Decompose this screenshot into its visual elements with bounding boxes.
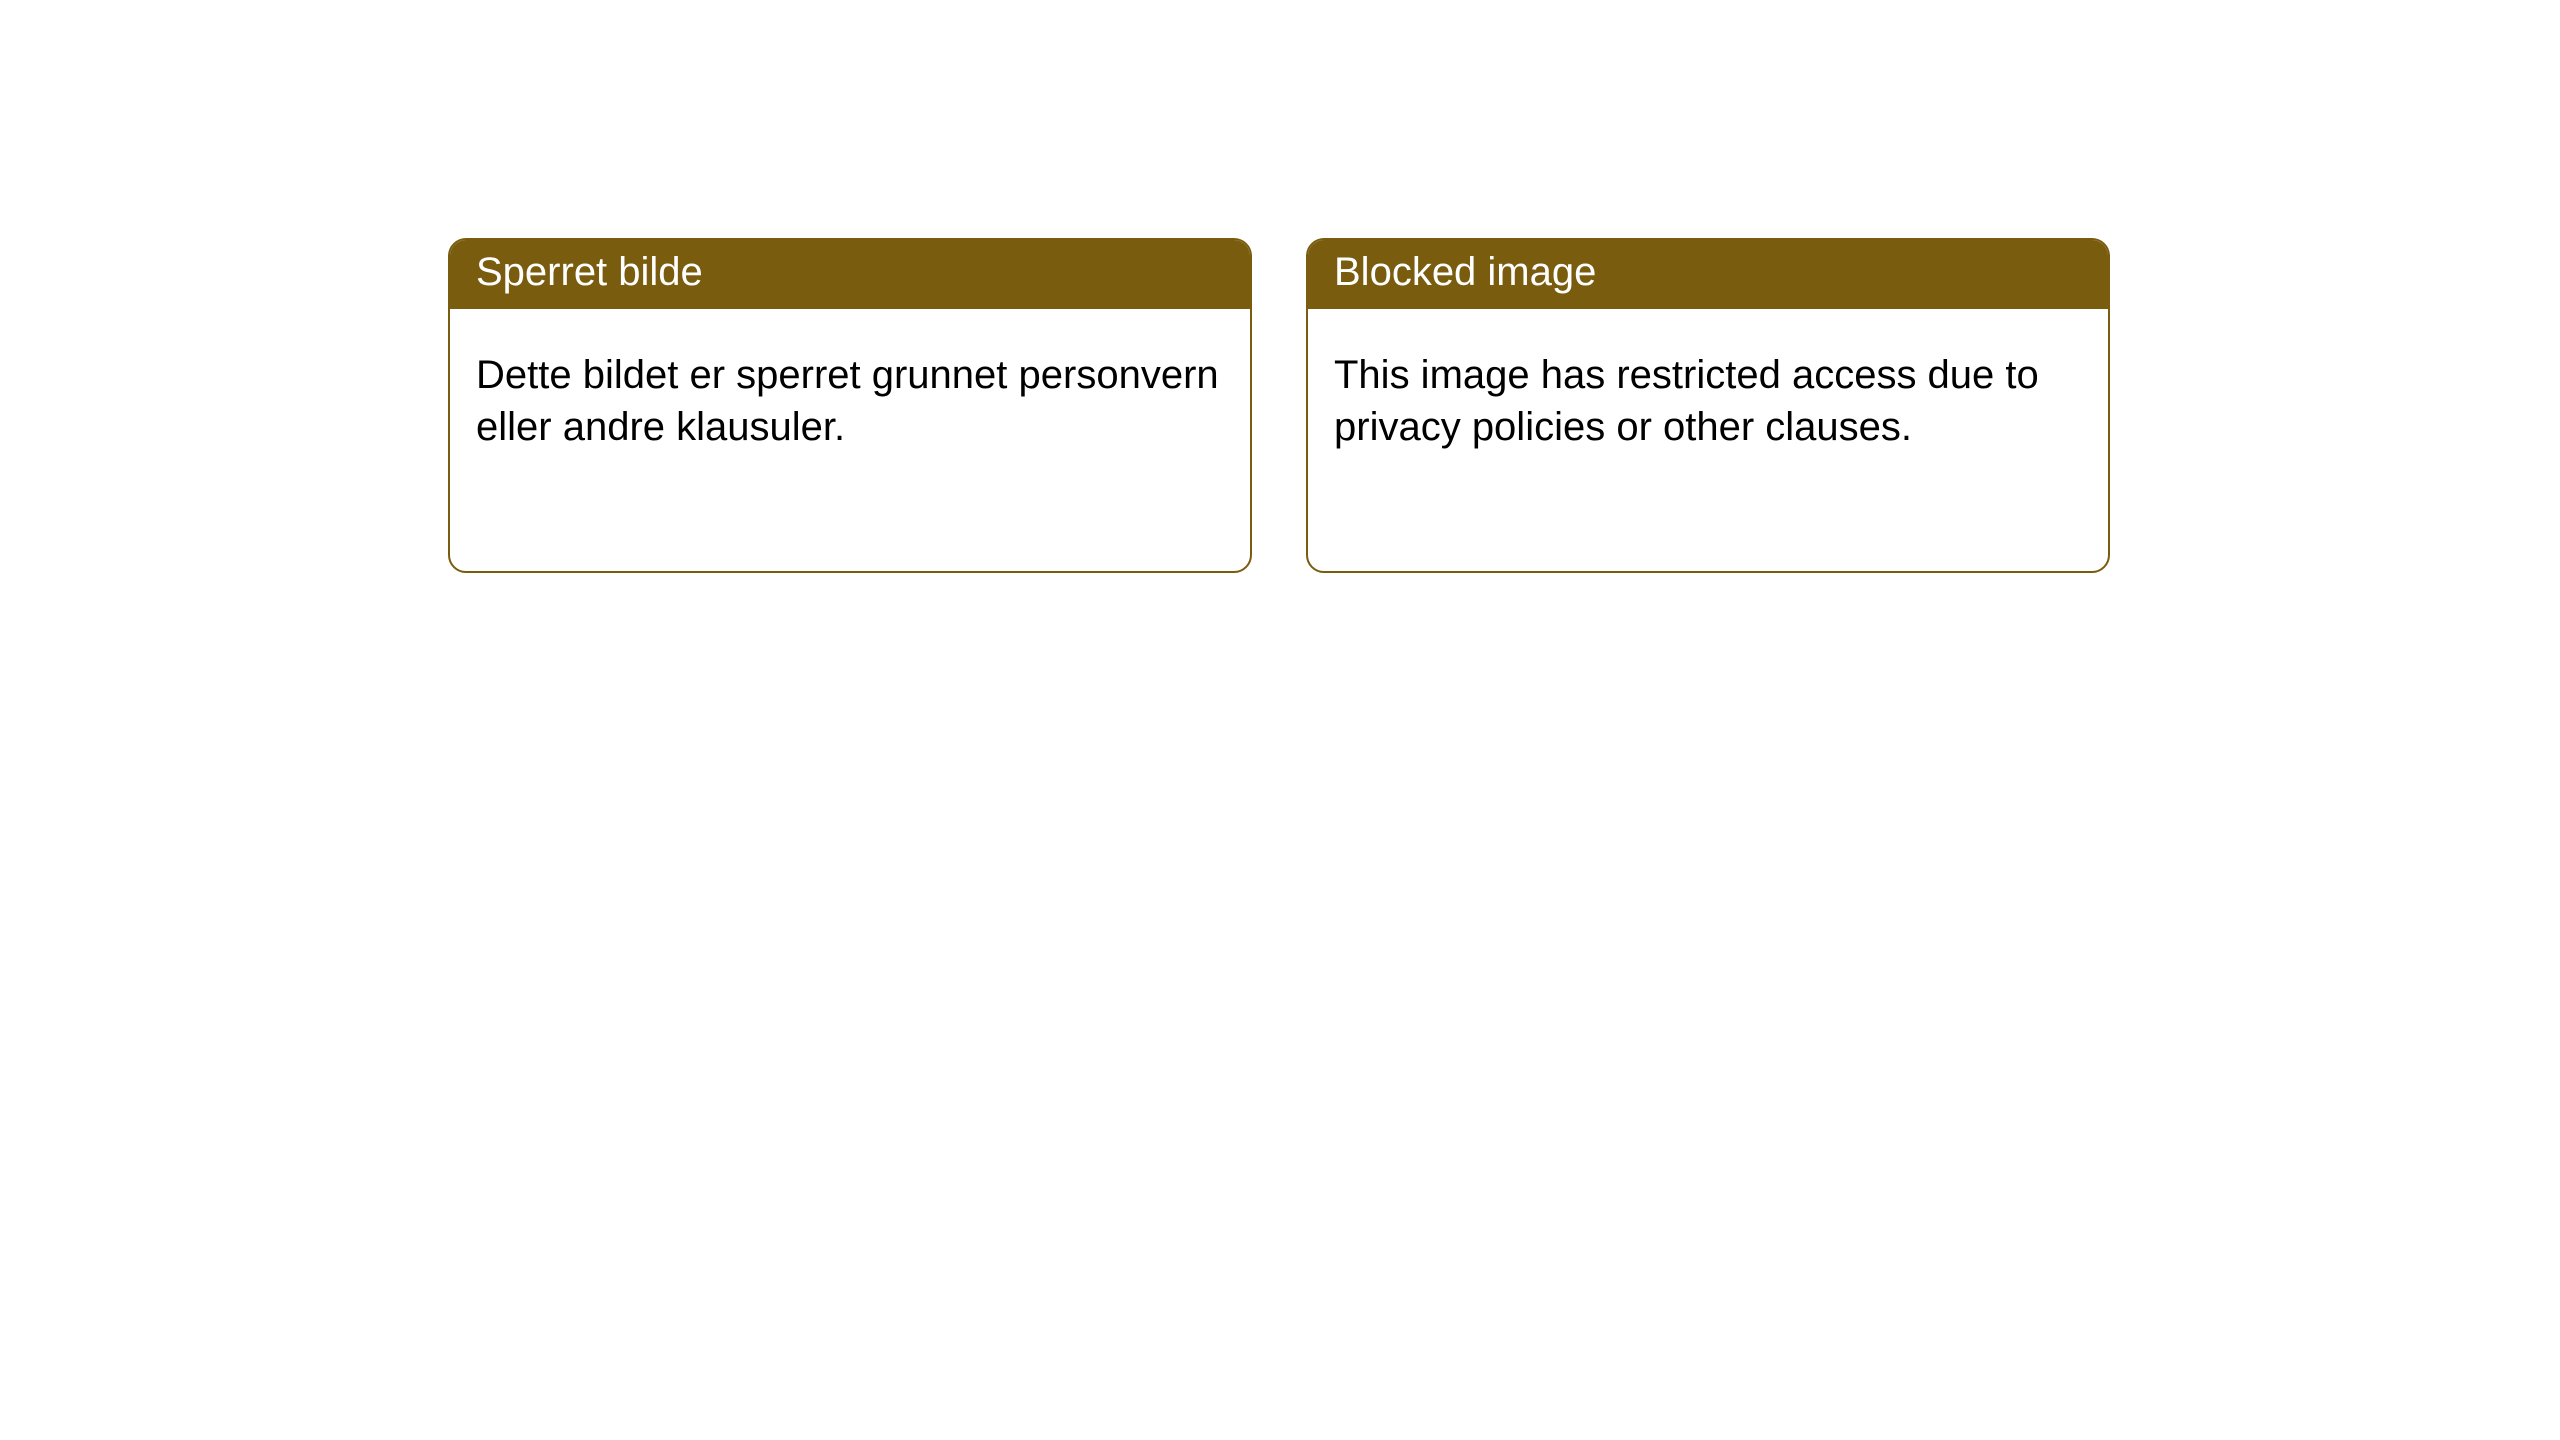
blocked-image-card-en: Blocked image This image has restricted … [1306,238,2110,573]
cards-container: Sperret bilde Dette bildet er sperret gr… [0,0,2560,573]
card-header-no: Sperret bilde [450,240,1250,309]
card-body-no: Dette bildet er sperret grunnet personve… [450,309,1250,479]
card-header-en: Blocked image [1308,240,2108,309]
blocked-image-card-no: Sperret bilde Dette bildet er sperret gr… [448,238,1252,573]
card-body-en: This image has restricted access due to … [1308,309,2108,479]
